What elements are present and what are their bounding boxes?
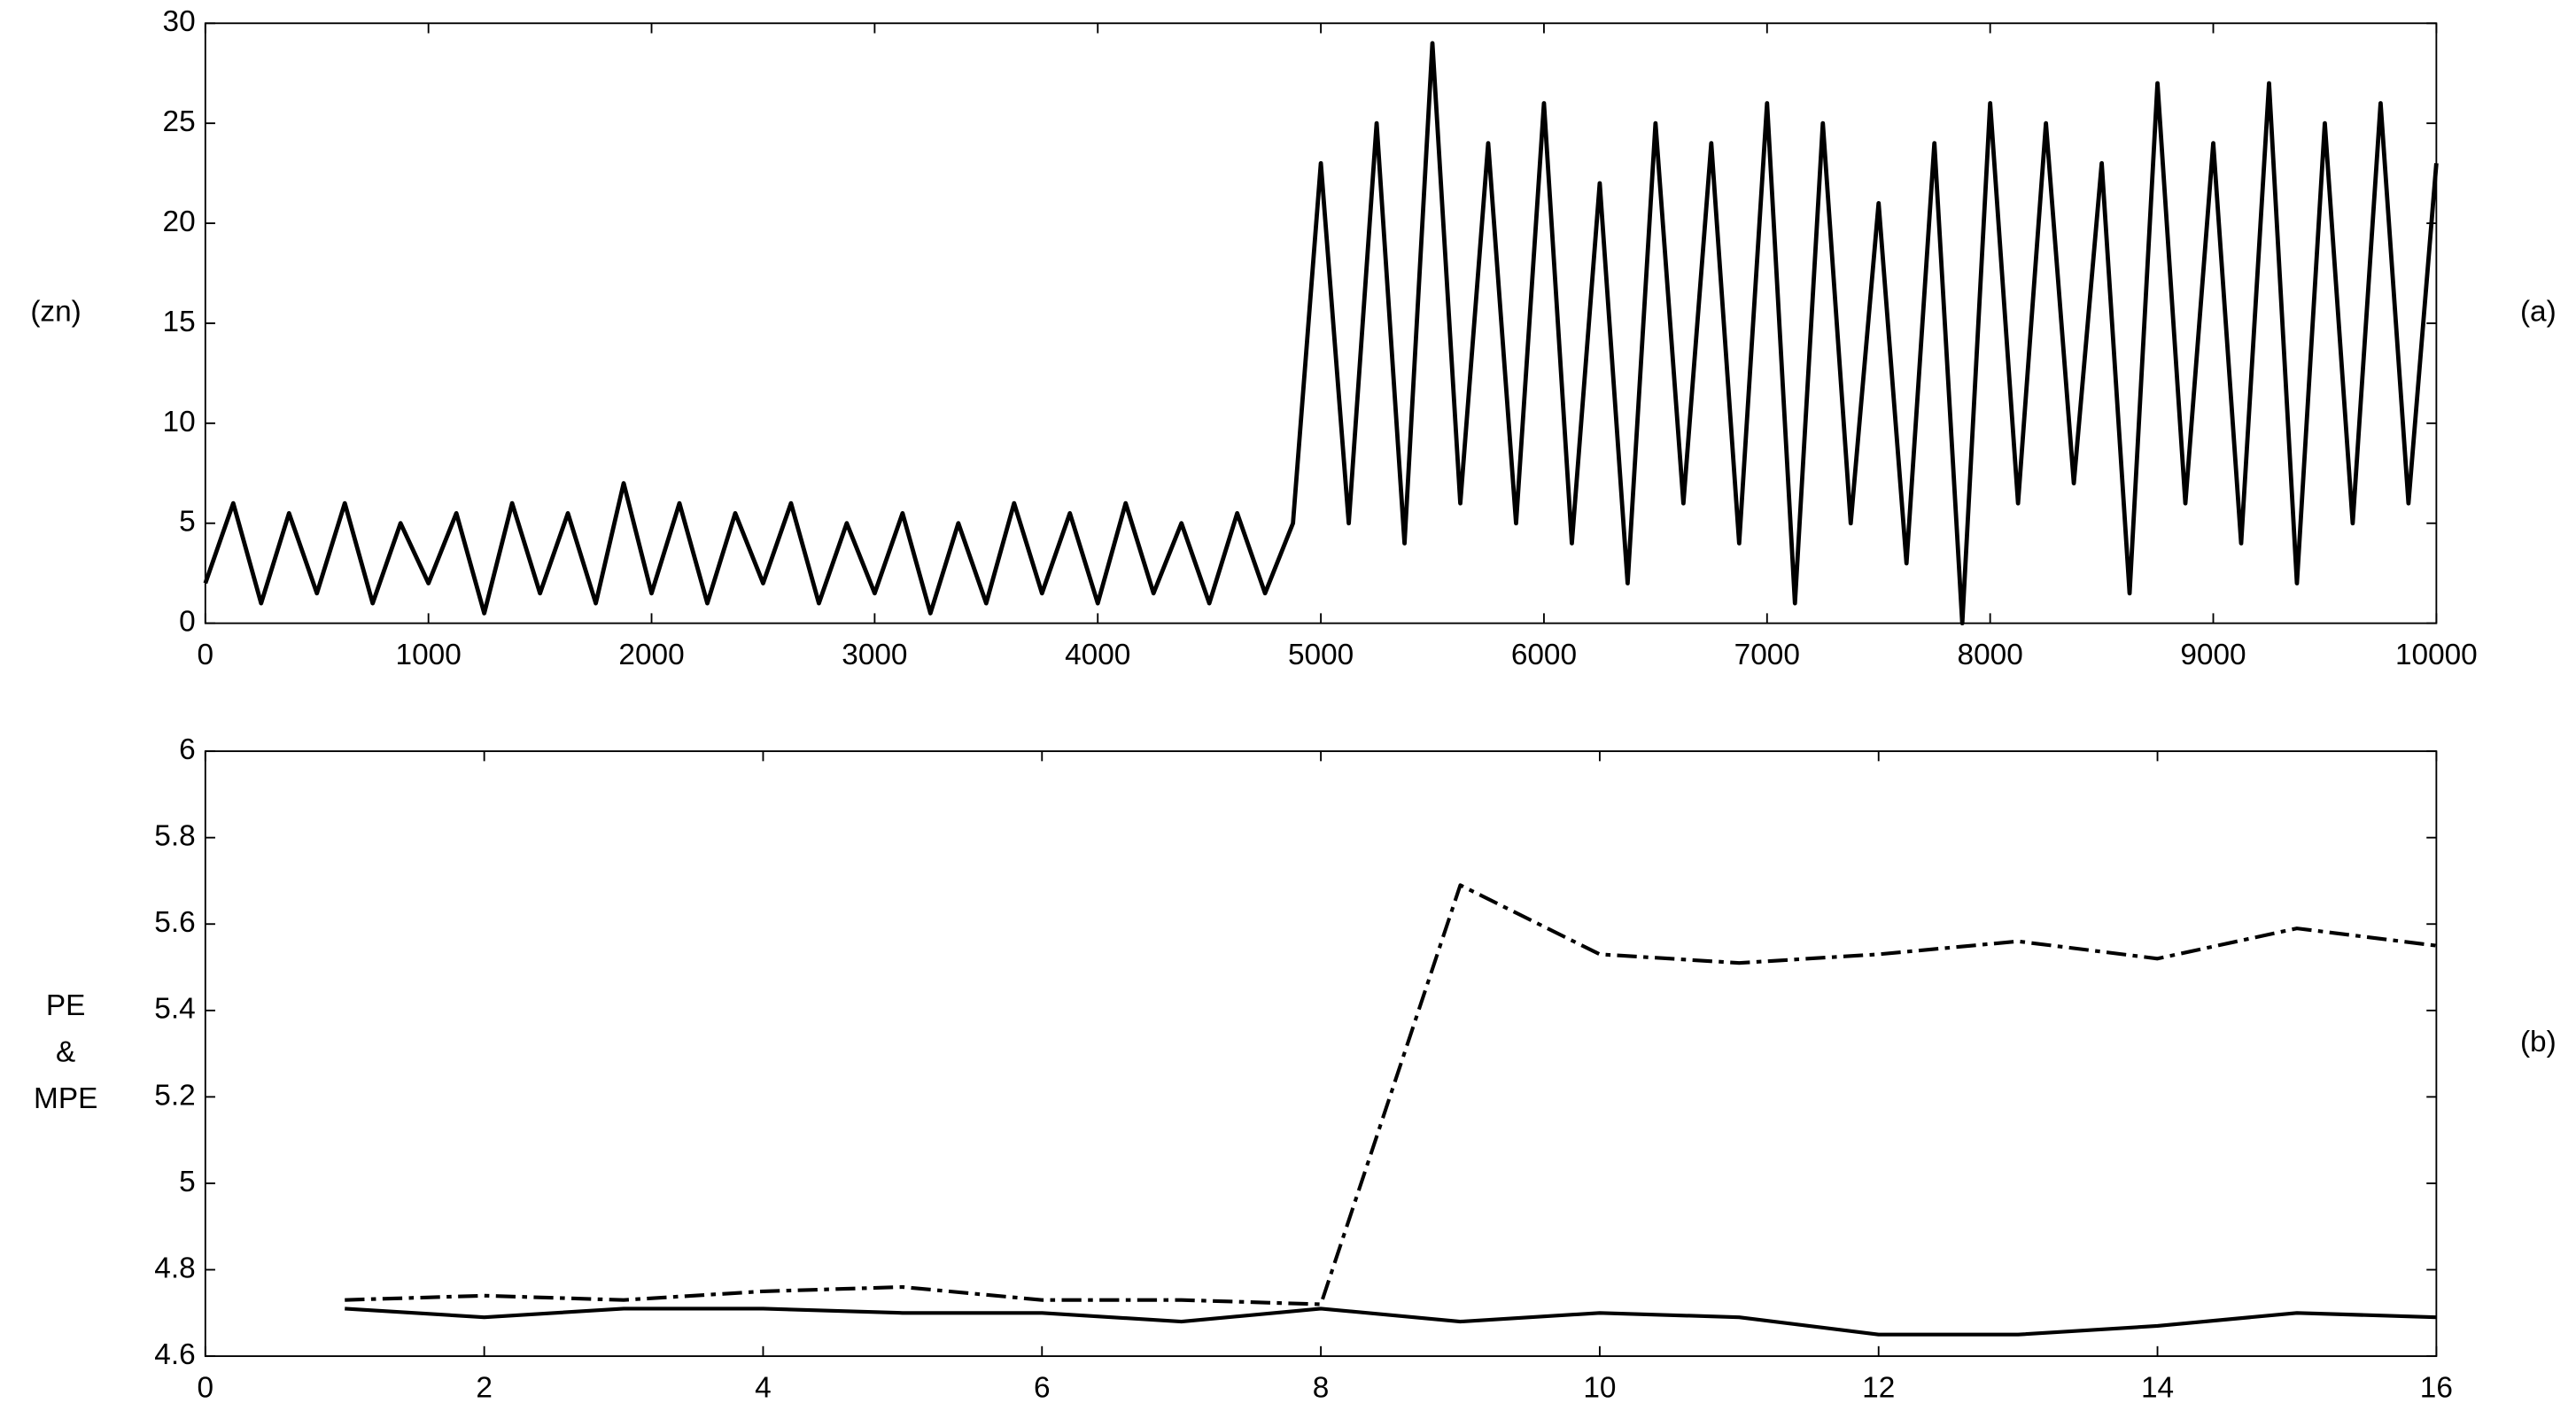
x-tick-label: 8000 xyxy=(1958,639,2023,671)
y-tick-label: 5.2 xyxy=(154,1079,195,1112)
x-tick-label: 3000 xyxy=(842,639,907,671)
y-axis-label: (zn) xyxy=(30,295,81,328)
x-tick-label: 5000 xyxy=(1288,639,1354,671)
x-tick-label: 12 xyxy=(1862,1371,1895,1404)
y-tick-label: 5.6 xyxy=(154,906,195,939)
y-tick-label: 20 xyxy=(163,205,196,238)
x-tick-label: 0 xyxy=(198,1371,214,1404)
x-tick-label: 0 xyxy=(198,639,214,671)
panel-label: (a) xyxy=(2520,295,2557,328)
x-tick-label: 10 xyxy=(1583,1371,1616,1404)
x-tick-label: 16 xyxy=(2420,1371,2453,1404)
panel-label: (b) xyxy=(2520,1026,2557,1058)
x-tick-label: 14 xyxy=(2141,1371,2174,1404)
plot-frame xyxy=(204,22,2438,624)
x-tick-label: 10000 xyxy=(2395,639,2478,671)
plot-frame xyxy=(204,750,2438,1358)
y-tick-label: 4.8 xyxy=(154,1252,195,1284)
y-tick-label: 10 xyxy=(163,406,196,438)
y-tick-label: 4.6 xyxy=(154,1338,195,1371)
y-tick-label: 5 xyxy=(179,505,196,538)
x-tick-label: 2000 xyxy=(618,639,684,671)
x-tick-label: 1000 xyxy=(396,639,462,671)
y-tick-label: 5 xyxy=(179,1166,196,1198)
data-line xyxy=(203,41,2439,626)
data-line xyxy=(345,1306,2437,1337)
y-tick-label: 0 xyxy=(179,605,196,638)
x-tick-label: 4000 xyxy=(1065,639,1130,671)
x-tick-label: 2 xyxy=(476,1371,493,1404)
y-axis-label: PE xyxy=(46,989,86,1022)
data-line xyxy=(345,883,2437,1306)
y-axis-label: MPE xyxy=(34,1082,97,1115)
x-tick-label: 6000 xyxy=(1511,639,1577,671)
x-tick-label: 9000 xyxy=(2180,639,2246,671)
y-tick-label: 15 xyxy=(163,306,196,338)
x-tick-label: 7000 xyxy=(1734,639,1800,671)
y-axis-label: & xyxy=(56,1035,75,1068)
x-tick-label: 6 xyxy=(1034,1371,1051,1404)
y-tick-label: 30 xyxy=(163,5,196,38)
x-tick-label: 8 xyxy=(1313,1371,1330,1404)
y-tick-label: 6 xyxy=(179,733,196,766)
y-tick-label: 25 xyxy=(163,105,196,138)
y-tick-label: 5.8 xyxy=(154,819,195,852)
y-tick-label: 5.4 xyxy=(154,993,195,1026)
x-tick-label: 4 xyxy=(755,1371,772,1404)
